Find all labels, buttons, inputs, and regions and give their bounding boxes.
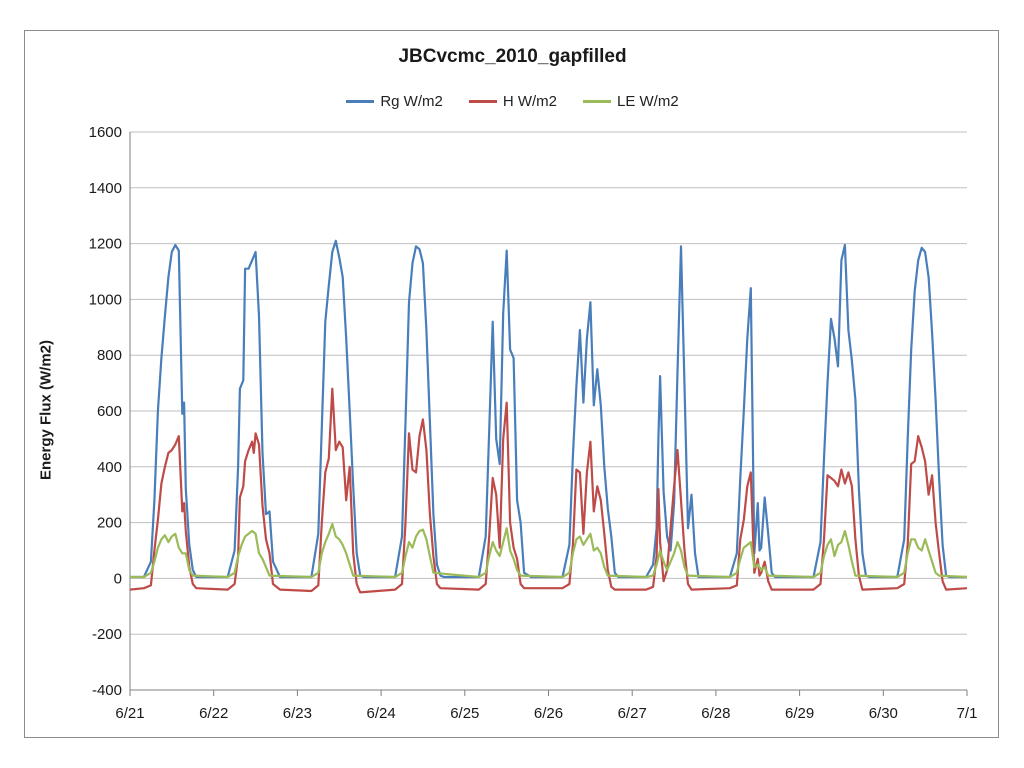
legend-label-h: H W/m2	[502, 93, 557, 110]
y-tick-label: 1600	[89, 124, 122, 141]
y-tick-label: -200	[92, 626, 122, 643]
x-tick-label: 7/1	[957, 705, 978, 722]
legend: Rg W/m2 H W/m2 LE W/m2	[25, 93, 1000, 110]
chart-title: JBCvcmc_2010_gapfilled	[398, 46, 627, 67]
x-tick-label: 6/22	[199, 705, 228, 722]
y-tick-label: -400	[92, 682, 122, 699]
x-tick-label: 6/30	[869, 705, 898, 722]
y-tick-label: 0	[114, 570, 122, 587]
legend-item-h: H W/m2	[468, 93, 557, 110]
legend-swatch-h	[468, 100, 497, 103]
legend-label-rg: Rg W/m2	[380, 93, 443, 110]
y-tick-label: 400	[97, 459, 122, 476]
legend-item-rg: Rg W/m2	[346, 93, 443, 110]
y-tick-label: 600	[97, 403, 122, 420]
x-tick-label: 6/26	[534, 705, 563, 722]
y-tick-label: 1400	[89, 180, 122, 197]
legend-swatch-rg	[346, 100, 375, 103]
x-tick-label: 6/25	[450, 705, 479, 722]
x-tick-label: 6/23	[283, 705, 312, 722]
legend-label-le: LE W/m2	[617, 93, 679, 110]
y-tick-label: 800	[97, 347, 122, 364]
x-tick-label: 6/21	[115, 705, 144, 722]
y-tick-label: 200	[97, 515, 122, 532]
x-tick-label: 6/24	[366, 705, 395, 722]
series-line-le	[130, 522, 968, 579]
series-line-h	[129, 387, 968, 594]
y-tick-label: 1200	[89, 236, 122, 253]
series-line-rg	[130, 239, 967, 579]
legend-item-le: LE W/m2	[583, 93, 679, 110]
y-tick-label: 1000	[89, 291, 122, 308]
x-tick-label: 6/27	[618, 705, 647, 722]
x-tick-label: 6/29	[785, 705, 814, 722]
chart-area: JBCvcmc_2010_gapfilled Rg W/m2 H W/m2 LE…	[24, 30, 999, 738]
legend-swatch-le	[583, 100, 611, 103]
x-tick-label: 6/28	[701, 705, 730, 722]
